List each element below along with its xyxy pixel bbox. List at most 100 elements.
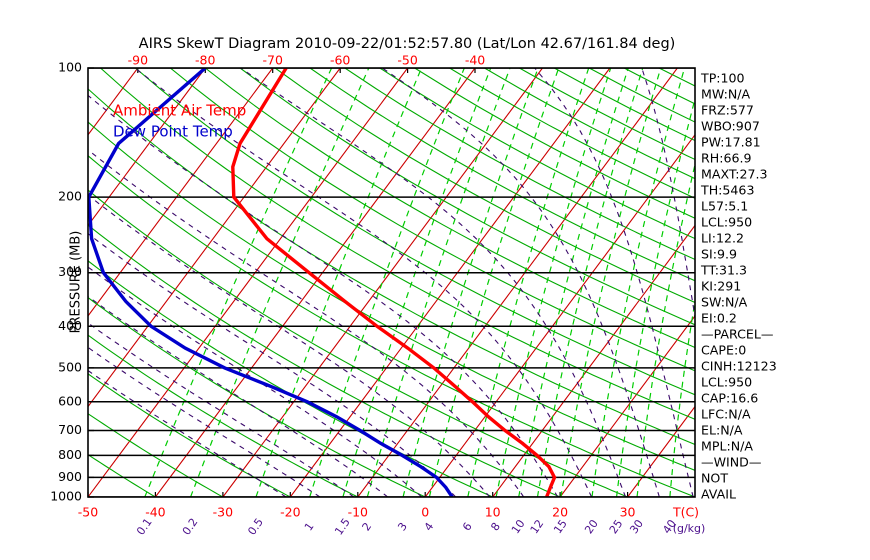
moist-adiabat-line [88, 295, 389, 497]
dry-adiabat-line [88, 373, 291, 497]
parameter-item: L57:5.1 [701, 199, 748, 214]
parameter-item: FRZ:577 [701, 103, 754, 118]
mixing-ratio-line [428, 68, 560, 497]
bottom-temp-tick-label: 20 [552, 505, 568, 520]
mixing-ratio-axis-label: (g/kg) [673, 522, 706, 535]
legend-ambient-air-temp: Ambient Air Temp [113, 102, 246, 120]
isotherm-line [492, 224, 695, 497]
moist-adiabat-line [381, 68, 660, 497]
top-temp-tick-label: -50 [397, 53, 417, 68]
mixing-ratio-line [402, 68, 539, 497]
mixing-ratio-line [144, 68, 333, 497]
bottom-temp-tick-label: 30 [620, 505, 636, 520]
parameter-item: MAXT:27.3 [701, 167, 767, 182]
bottom-temp-tick-label: -10 [348, 505, 368, 520]
isotherm-line [424, 133, 695, 497]
dry-adiabat-line [88, 413, 224, 497]
pressure-tick-label: 800 [58, 447, 82, 462]
top-temp-tick-label: -40 [465, 53, 485, 68]
isotherm-line [154, 68, 476, 497]
moist-adiabat-line [88, 149, 525, 497]
pressure-axis: 100 200 300 400 500 600 700 800 900 1000 [50, 60, 94, 504]
parameter-panel: TP:100MW:N/AFRZ:577WBO:907PW:17.81RH:66.… [700, 71, 777, 502]
pressure-axis-label: PRESSURE (MB) [69, 231, 84, 334]
parameter-item: CAP:16.6 [701, 391, 758, 406]
pressure-tick-label: 500 [58, 359, 82, 374]
top-temp-tick-label: -60 [330, 53, 350, 68]
bottom-temp-tick-label: 0 [421, 505, 429, 520]
parameter-item: SI:9.9 [701, 247, 737, 262]
parameter-item: EL:N/A [701, 423, 743, 438]
mixing-ratio-lines [144, 68, 695, 497]
top-temp-tick-label: -80 [195, 53, 215, 68]
profile-curves [88, 68, 557, 497]
top-temp-tick-label: -70 [263, 53, 283, 68]
dry-adiabat-line [309, 68, 695, 282]
mixing-ratio-line [467, 68, 590, 497]
dry-adiabat-line [204, 68, 695, 349]
top-temperature-axis: -90 -80 -70 -60 -50 -40 [128, 53, 485, 73]
pressure-tick-label: 200 [58, 189, 82, 204]
bottom-temperature-axis: -50 -40 -30 -20 -10 0 10 20 30 T(C) [78, 492, 699, 520]
isotherm-line [627, 405, 695, 497]
dry-adiabat-line [100, 68, 695, 420]
dry-adiabat-line [88, 189, 628, 497]
parameter-item: TP:100 [700, 71, 745, 86]
dry-adiabat-line [135, 68, 695, 396]
bottom-temp-tick-label: -40 [145, 505, 165, 520]
pressure-tick-label: 100 [58, 60, 82, 75]
mixing-ratio-line [518, 68, 629, 497]
parameter-item: WBO:907 [701, 119, 760, 134]
pressure-tick-label: 300 [58, 264, 82, 279]
parameter-item: LCL:950 [701, 375, 752, 390]
dry-adiabat-line [88, 334, 359, 497]
parameter-item: AVAIL [701, 487, 736, 502]
bottom-temp-tick-label: -30 [213, 505, 233, 520]
profile-curve-dewpoint [88, 68, 454, 497]
parameter-item: LCL:950 [701, 215, 752, 230]
bottom-temp-tick-label: 10 [485, 505, 501, 520]
parameter-item: —WIND— [701, 455, 761, 470]
moist-adiabat-line [88, 194, 491, 497]
mixing-ratio-line [560, 68, 662, 497]
mixing-ratio-line [495, 68, 612, 497]
mixing-ratio-line [616, 96, 695, 497]
mixing-ratio-line [190, 68, 370, 497]
dry-adiabat-line [88, 296, 426, 497]
isotherm-line [222, 68, 543, 497]
parameter-item: CAPE:0 [701, 343, 746, 358]
pressure-tick-label: 600 [58, 393, 82, 408]
isotherm-line [88, 68, 409, 497]
moist-adiabat-line [134, 68, 593, 497]
parameter-item: LI:12.2 [701, 231, 744, 246]
parameter-item: TT:31.3 [700, 263, 747, 278]
pressure-tick-label: 900 [58, 469, 82, 484]
moist-adiabat-line [641, 68, 695, 321]
mixing-ratio-line [591, 68, 686, 497]
dry-adiabat-line [88, 155, 695, 497]
parameter-item: MPL:N/A [701, 439, 753, 454]
chart-title: AIRS SkewT Diagram 2010-09-22/01:52:57.8… [139, 36, 676, 52]
parameter-item: LFC:N/A [701, 407, 751, 422]
top-temp-tick-label: -90 [128, 53, 148, 68]
plot-border [87, 67, 696, 498]
temperature-axis-label: T(C) [672, 505, 699, 520]
pressure-tick-label: 400 [58, 318, 82, 333]
dry-adiabat-line [88, 260, 493, 497]
moist-adiabat-line [240, 68, 627, 497]
dry-adiabat-line [169, 68, 695, 372]
mixing-ratio-line [255, 68, 423, 497]
parameter-item: KI:291 [701, 279, 741, 294]
parameter-item: PW:17.81 [701, 135, 761, 150]
parameter-item: NOT [701, 471, 728, 486]
pressure-tick-label: 1000 [50, 489, 82, 504]
isotherm-line [559, 315, 695, 497]
moist-adiabat-line [534, 68, 694, 497]
pressure-gridlines [88, 68, 695, 497]
mixing-ratio-line [536, 68, 644, 497]
dry-adiabat-line [344, 68, 695, 261]
isotherm-line [289, 68, 611, 497]
